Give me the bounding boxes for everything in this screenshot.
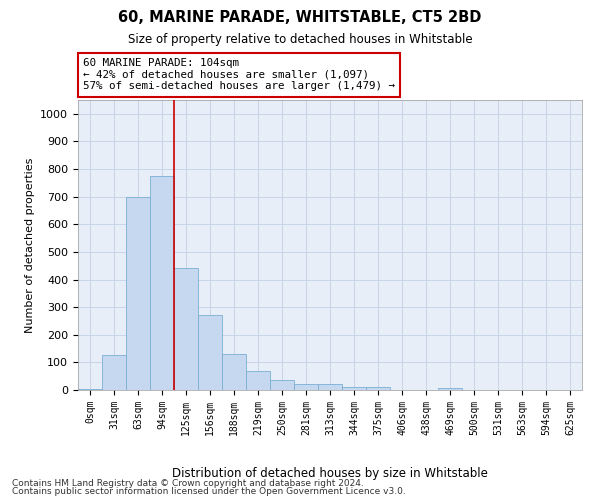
Text: 60, MARINE PARADE, WHITSTABLE, CT5 2BD: 60, MARINE PARADE, WHITSTABLE, CT5 2BD xyxy=(118,10,482,25)
Text: Contains HM Land Registry data © Crown copyright and database right 2024.: Contains HM Land Registry data © Crown c… xyxy=(12,478,364,488)
Text: Size of property relative to detached houses in Whitstable: Size of property relative to detached ho… xyxy=(128,32,472,46)
Bar xyxy=(78,388,102,390)
Text: Distribution of detached houses by size in Whitstable: Distribution of detached houses by size … xyxy=(172,467,488,480)
Bar xyxy=(174,268,198,390)
Bar xyxy=(294,384,318,390)
Bar xyxy=(318,384,342,390)
Bar xyxy=(246,371,270,390)
Bar xyxy=(126,196,150,390)
Bar xyxy=(342,387,366,390)
Bar xyxy=(270,380,294,390)
Text: Contains public sector information licensed under the Open Government Licence v3: Contains public sector information licen… xyxy=(12,487,406,496)
Bar xyxy=(150,176,174,390)
Text: 60 MARINE PARADE: 104sqm
← 42% of detached houses are smaller (1,097)
57% of sem: 60 MARINE PARADE: 104sqm ← 42% of detach… xyxy=(83,58,395,92)
Bar xyxy=(102,356,126,390)
Y-axis label: Number of detached properties: Number of detached properties xyxy=(25,158,35,332)
Bar xyxy=(222,354,246,390)
Bar xyxy=(366,387,390,390)
Bar xyxy=(198,316,222,390)
Bar xyxy=(438,388,462,390)
